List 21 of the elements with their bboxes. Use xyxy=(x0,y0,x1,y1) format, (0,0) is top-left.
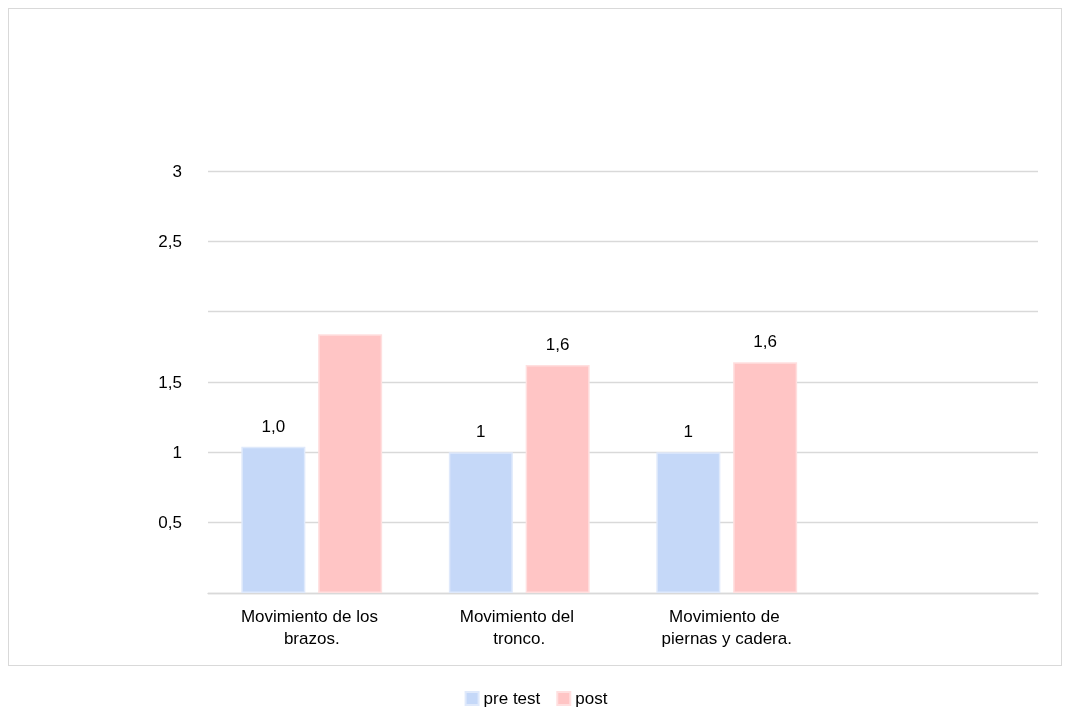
x-tick-label: Movimiento de piernas y cadera. xyxy=(661,606,792,648)
data-label: 1,6 xyxy=(753,332,777,352)
x-tick-label: Movimiento del tronco. xyxy=(459,606,579,648)
y-tick-label: 1 xyxy=(172,442,182,462)
data-label: 1,6 xyxy=(545,335,570,355)
legend-label: pre test xyxy=(483,689,541,708)
y-tick-label: 0,5 xyxy=(158,513,182,533)
data-label: 1,0 xyxy=(261,416,286,436)
bar xyxy=(318,334,383,593)
data-label: 1 xyxy=(683,422,694,442)
x-tick-label: Movimiento de los brazos. xyxy=(240,606,383,648)
bar xyxy=(525,365,590,593)
bar xyxy=(733,362,798,593)
bar xyxy=(448,452,513,593)
bar xyxy=(241,446,306,593)
y-tick-label: 2,5 xyxy=(158,231,182,251)
y-tick-label: 3 xyxy=(172,161,182,181)
y-tick-label: 1,5 xyxy=(158,372,182,392)
legend-label: post xyxy=(575,689,608,708)
bar xyxy=(656,452,721,593)
data-label: 1 xyxy=(476,422,486,442)
